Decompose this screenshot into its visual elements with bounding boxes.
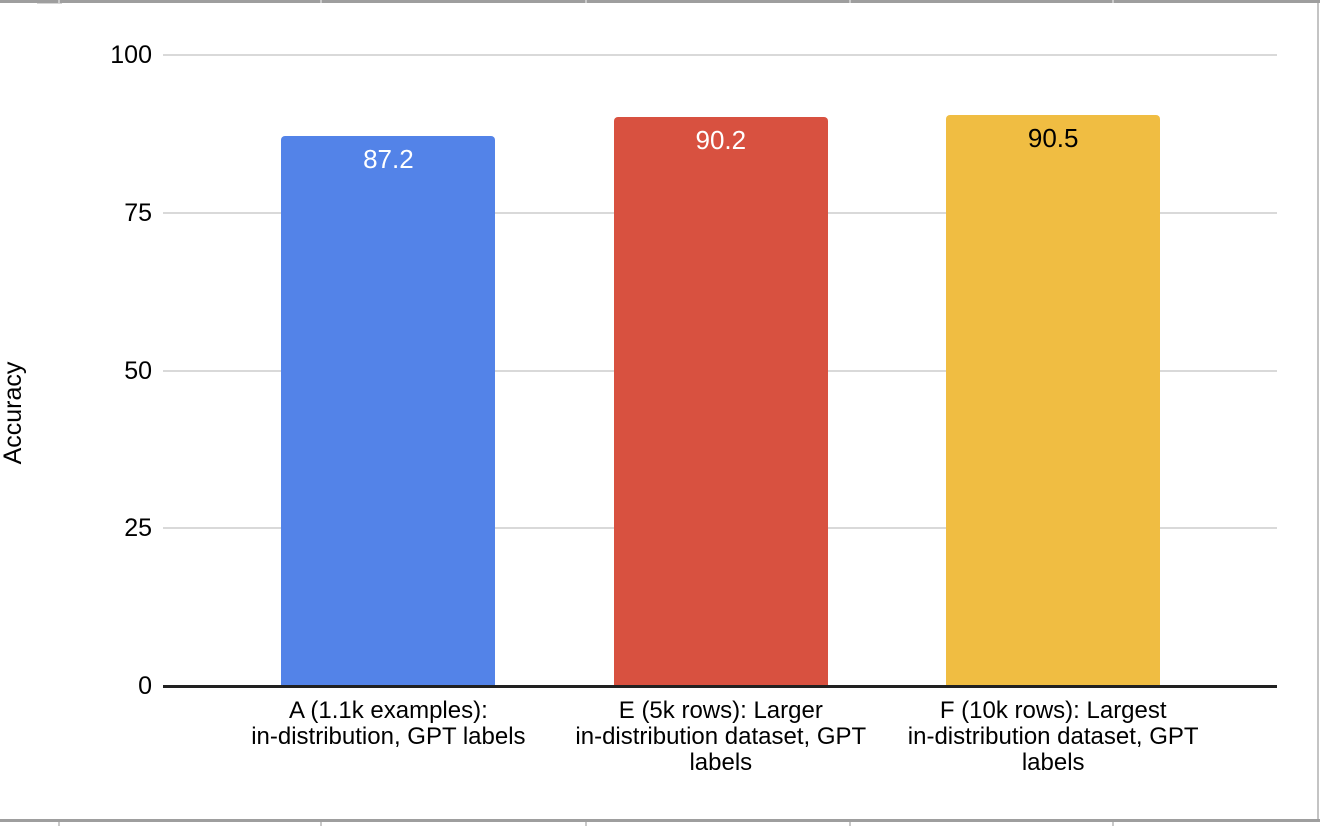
bar-3	[946, 114, 1161, 686]
bar-value-label-3: 90.5	[1027, 122, 1079, 153]
spreadsheet-column-gridline-bottom	[1112, 822, 1114, 826]
spreadsheet-row-border-top	[0, 0, 1320, 3]
spreadsheet-column-gridline-top	[58, 0, 60, 3]
spreadsheet-column-border-right	[1317, 3, 1319, 819]
y-axis-title: Accuracy	[0, 361, 27, 465]
bar-value-label-2: 90.2	[695, 124, 747, 155]
spreadsheet-column-gridline-top	[849, 0, 851, 3]
gridline-100	[163, 54, 1277, 56]
spreadsheet-row-border-bottom	[0, 819, 1320, 822]
bar-1	[281, 135, 496, 686]
y-tick-label-0: 0	[138, 672, 152, 700]
x-axis-line	[163, 684, 1277, 688]
spreadsheet-column-gridline-bottom	[58, 822, 60, 826]
y-tick-label-25: 25	[124, 514, 152, 543]
x-category-label-2: E (5k rows): Larger in-distribution data…	[575, 697, 867, 776]
bar-2	[613, 116, 828, 686]
spreadsheet-column-gridline-bottom	[320, 822, 322, 826]
bar-value-label-1: 87.2	[363, 143, 414, 174]
spreadsheet-column-gridline-bottom	[849, 822, 851, 826]
spreadsheet-cell-gridline-fragment	[37, 3, 62, 4]
y-tick-label-50: 50	[124, 356, 152, 385]
y-tick-label-75: 75	[124, 198, 152, 227]
spreadsheet-column-gridline-top	[1112, 0, 1114, 3]
x-category-label-1: A (1.1k examples): in-distribution, GPT …	[251, 697, 526, 750]
x-category-label-3: F (10k rows): Largest in-distribution da…	[907, 697, 1199, 776]
spreadsheet-column-gridline-top	[320, 0, 322, 3]
spreadsheet-column-gridline-top	[585, 0, 587, 3]
y-tick-label-100: 100	[110, 41, 152, 69]
spreadsheet-column-gridline-bottom	[585, 822, 587, 826]
